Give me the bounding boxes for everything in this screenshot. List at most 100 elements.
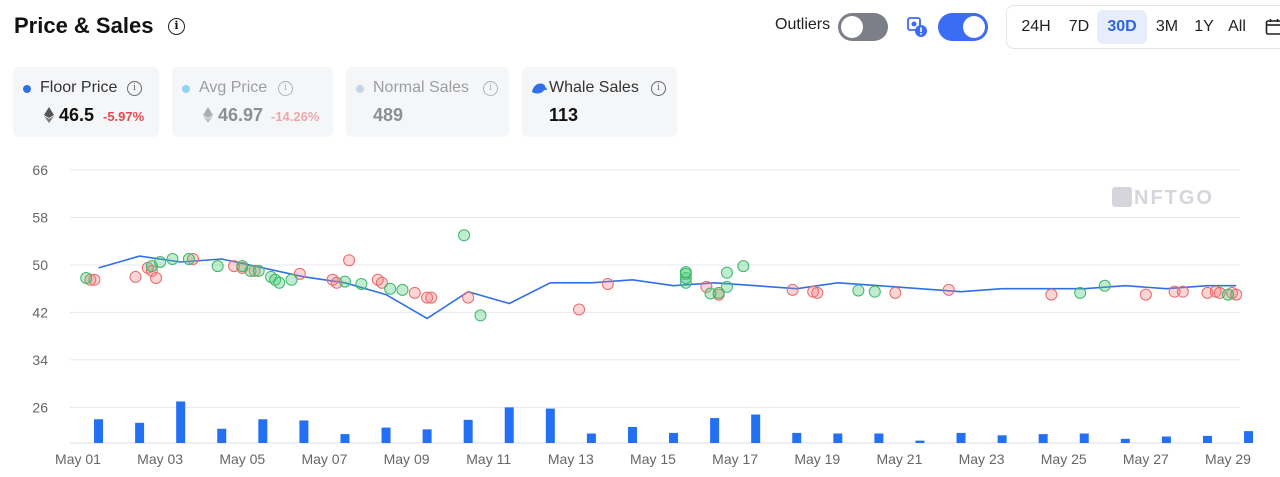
eth-icon: [44, 107, 54, 123]
sale-point-up: [1098, 279, 1111, 292]
sale-point-up: [211, 260, 224, 273]
sale-point-down: [573, 303, 586, 316]
whale-filter-icon: [907, 17, 927, 37]
stat-value: 46.5: [59, 105, 95, 125]
toggle-knob: [841, 16, 863, 38]
x-tick-label: May 05: [219, 451, 265, 467]
stat-change: -14.26%: [271, 109, 320, 124]
sale-point-up: [252, 264, 265, 277]
y-tick-label: 34: [32, 352, 48, 368]
sale-point-up: [384, 282, 397, 295]
volume-bar: [381, 427, 391, 443]
sale-point-down: [1230, 288, 1243, 301]
info-icon[interactable]: i: [278, 81, 293, 96]
sale-point-up: [285, 273, 298, 286]
volume-bar: [956, 432, 966, 443]
volume-bar: [751, 414, 761, 443]
sale-point-down: [293, 267, 306, 280]
volume-bar: [586, 433, 596, 443]
range-all[interactable]: All: [1228, 18, 1246, 35]
range-3m[interactable]: 3M: [1155, 18, 1179, 35]
sale-point-up: [273, 276, 286, 289]
volume-bar: [258, 419, 268, 443]
page-title-text: Price & Sales: [14, 13, 154, 38]
whale-icon: [532, 83, 547, 94]
stat-value: 46.97: [218, 105, 264, 125]
nftgo-logo-icon: [1112, 187, 1132, 207]
sale-point-down: [942, 283, 955, 296]
sale-point-up: [737, 260, 750, 273]
volume-bar: [1244, 431, 1254, 443]
x-tick-label: May 01: [55, 451, 101, 467]
volume-bar: [299, 420, 309, 443]
stat-label: Normal Sales: [373, 79, 470, 96]
volume-bar: [833, 433, 843, 443]
avg-price-card[interactable]: Avg Price i 46.97 -14.26%: [172, 67, 333, 137]
avg-price-dot: [182, 85, 190, 93]
stat-value: 489: [373, 105, 404, 125]
volume-bar: [627, 426, 637, 443]
volume-bar: [422, 429, 432, 443]
sale-point-up: [355, 277, 368, 290]
calendar-icon[interactable]: [1265, 18, 1280, 36]
sale-point-up: [80, 272, 93, 285]
stat-label: Whale Sales: [549, 79, 639, 96]
floor-price-dot: [23, 85, 31, 93]
stat-label: Floor Price: [40, 79, 118, 96]
stat-label: Avg Price: [199, 79, 268, 96]
sale-point-up: [166, 253, 179, 266]
whale-toggle[interactable]: [938, 13, 988, 41]
sale-point-up: [720, 266, 733, 279]
x-tick-label: May 07: [301, 451, 347, 467]
x-tick-label: May 25: [1041, 451, 1087, 467]
sale-point-down: [145, 264, 158, 277]
volume-bar: [792, 432, 802, 443]
y-tick-label: 42: [32, 304, 48, 320]
range-1y[interactable]: 1Y: [1194, 18, 1214, 35]
info-icon[interactable]: i: [651, 81, 666, 96]
info-icon[interactable]: i: [483, 81, 498, 96]
sale-point-down: [421, 291, 434, 304]
sale-point-down: [1176, 285, 1189, 298]
sale-point-up: [1074, 286, 1087, 299]
sale-point-down: [248, 264, 261, 277]
volume-bar: [669, 432, 679, 443]
sale-point-up: [712, 286, 725, 299]
range-24h[interactable]: 24H: [1021, 18, 1051, 35]
x-tick-label: May 13: [548, 451, 594, 467]
volume-bar: [997, 435, 1007, 443]
sale-point-up: [679, 266, 692, 279]
info-icon[interactable]: i: [168, 18, 185, 35]
sale-point-up: [868, 285, 881, 298]
stat-value: 113: [549, 105, 579, 125]
whale-sales-card[interactable]: Whale Sales i 113: [522, 67, 677, 137]
volume-bar: [1120, 438, 1130, 443]
watermark-text: NFTGO: [1134, 187, 1214, 209]
sale-point-down: [1168, 285, 1181, 298]
sale-point-up: [338, 275, 351, 288]
x-tick-label: May 03: [137, 451, 183, 467]
volume-bar: [1161, 436, 1171, 443]
sale-point-down: [811, 286, 824, 299]
sale-point-down: [1139, 288, 1152, 301]
sale-point-up: [852, 284, 865, 297]
page-title: Price & Sales i: [14, 13, 185, 39]
floor-price-card[interactable]: Floor Price i 46.5 -5.97%: [13, 67, 159, 137]
volume-bar: [915, 440, 925, 443]
range-7d[interactable]: 7D: [1068, 18, 1090, 35]
sale-point-down: [408, 286, 421, 299]
x-tick-label: May 15: [630, 451, 676, 467]
sale-point-down: [150, 272, 163, 285]
sale-point-down: [129, 270, 142, 283]
y-tick-label: 50: [32, 257, 48, 273]
sale-point-down: [462, 291, 475, 304]
normal-sales-card[interactable]: Normal Sales i 489: [346, 67, 509, 137]
sale-point-up: [154, 255, 167, 268]
nftgo-watermark: NFTGO: [1112, 187, 1214, 210]
range-30d[interactable]: 30D: [1097, 10, 1147, 44]
outliers-toggle[interactable]: [838, 13, 888, 41]
x-tick-label: May 17: [712, 451, 758, 467]
info-icon[interactable]: i: [127, 81, 142, 96]
y-tick-label: 58: [32, 209, 48, 225]
sale-point-down: [786, 283, 799, 296]
